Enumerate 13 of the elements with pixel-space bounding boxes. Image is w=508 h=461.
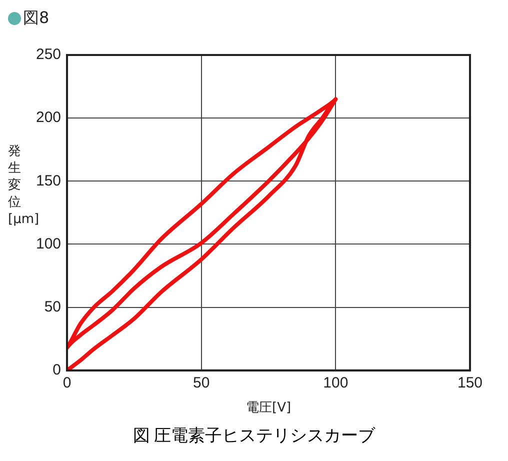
- x-tick-label: 150: [457, 374, 483, 392]
- chart-title: 図8: [23, 8, 50, 29]
- y-tick-label: 100: [36, 235, 62, 252]
- line-series: [67, 97, 338, 370]
- x-tick-label: 50: [193, 374, 210, 392]
- x-axis-title: 電圧[V]: [246, 400, 292, 416]
- y-tick-label: 0: [52, 362, 62, 379]
- y-tick-label: 50: [44, 298, 62, 316]
- y-tick-label: 250: [36, 46, 62, 64]
- x-tick-label: 100: [323, 374, 348, 392]
- text: 図 圧電素子ヒステリシスカーブ: [132, 425, 376, 447]
- y-tick-label: 150: [36, 172, 62, 190]
- y-tick-label: 200: [36, 109, 62, 126]
